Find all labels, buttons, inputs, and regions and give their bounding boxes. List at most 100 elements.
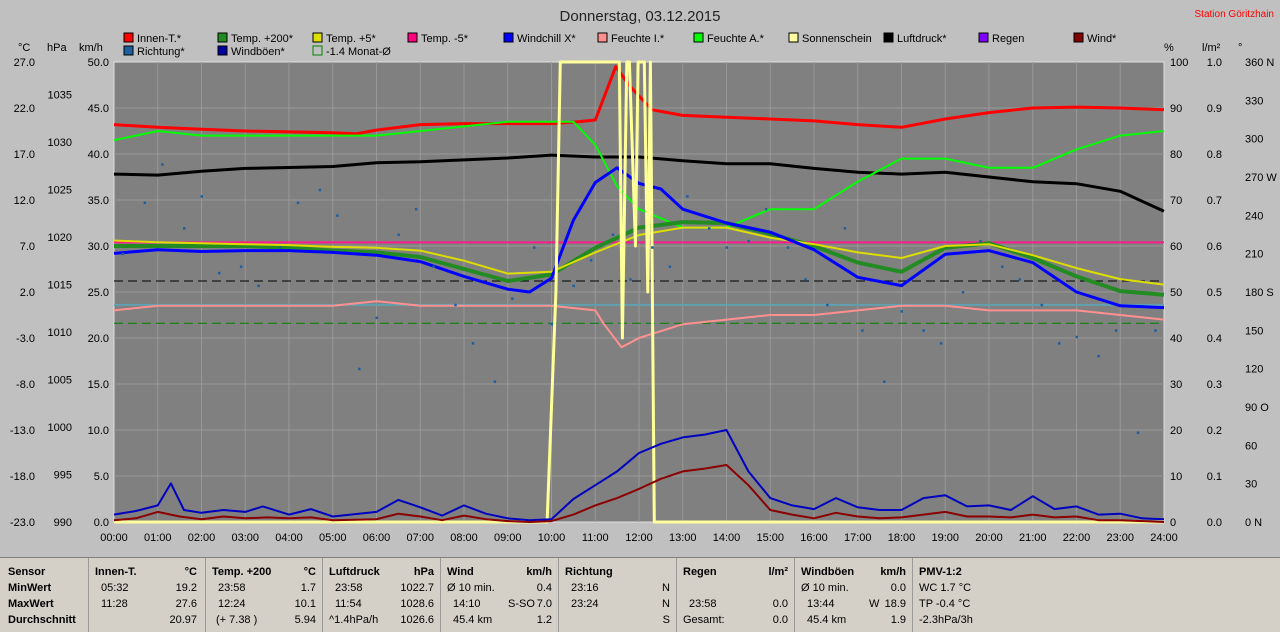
series-wind [113, 464, 1165, 523]
series-temp-5 [113, 226, 1165, 286]
direction-point [296, 201, 300, 205]
temperature-tick-label: 27.0 [14, 57, 35, 69]
legend-swatch [597, 32, 608, 43]
direction-point [1136, 431, 1140, 435]
humidity-tick-label: 80 [1170, 149, 1182, 161]
direction-tick-label: 270 W [1245, 172, 1277, 184]
direction-point [651, 246, 654, 249]
direction-point [572, 284, 575, 288]
x-tick-label: 06:00 [363, 532, 391, 544]
legend-label: Temp. +200* [231, 33, 294, 45]
legend-label: Temp. +5* [326, 33, 377, 45]
humidity-tick-label: 70 [1170, 195, 1182, 207]
direction-point [200, 195, 203, 198]
axis-labels: 00:00 01:00 02:00 03:00 04:00 05:00 06:00 07:00… [10, 57, 1277, 544]
legend-swatch [883, 32, 894, 43]
x-tick-label: 10:00 [538, 532, 566, 544]
windboeen-avg-note: 45.4 km [807, 614, 847, 626]
pressure-tick-label: 1025 [48, 184, 72, 196]
temp200-unit: °C [303, 566, 316, 578]
windboeen-max-direction: W [869, 598, 880, 610]
temperature-tick-label: -13.0 [10, 425, 35, 437]
windboeen-title: Windböen [801, 566, 855, 578]
wind-tick-label: 20.0 [88, 333, 109, 345]
wind-average: 1.2 [536, 614, 552, 626]
legend-swatch [123, 45, 134, 56]
rain-tick-label: 0.8 [1207, 149, 1222, 161]
luftdruck-title: Luftdruck [329, 566, 380, 578]
station-name: Station Göritzhain [1195, 9, 1275, 20]
statistics-panel: Sensor MinWert MaxWert Durchschnitt Inne… [0, 557, 1280, 632]
direction-point [1001, 265, 1004, 268]
legend-swatch [503, 32, 514, 43]
x-tick-label: 02:00 [188, 532, 216, 544]
temp200-average: 5.94 [294, 614, 316, 626]
stats-pmv-column: PMV-1:2 WC 1.7 °C TP -0.4 °C -2.3hPa/3h [913, 558, 1013, 632]
wind-title: Wind [447, 566, 474, 578]
temperature-tick-label: -8.0 [16, 379, 35, 391]
rain-tick-label: 0.2 [1207, 425, 1222, 437]
richtung-average: S [662, 614, 670, 626]
legend-swatch [407, 32, 418, 43]
temperature-tick-label: -18.0 [10, 471, 35, 483]
direction-point [686, 195, 689, 198]
innen-min-time: 05:32 [101, 582, 129, 594]
direction-point [804, 278, 807, 281]
wind-tick-label: 50.0 [88, 57, 109, 69]
legend-label: Windböen* [231, 46, 286, 58]
direction-point [239, 265, 243, 268]
wind-min-value: 0.4 [536, 582, 552, 594]
stats-wind-column: Wind km/h Ø 10 min. 0.4 14:10 S-SO 7.0 45.4 … [441, 558, 559, 632]
luftdruck-min-value: 1022.7 [400, 582, 434, 594]
legend: Innen-T.* Temp. +200* Temp. +5* Temp. -5* Wi… [123, 32, 1117, 58]
data-series [113, 60, 1165, 524]
direction-tick-label: 210 [1245, 249, 1263, 261]
stats-innen-column: Innen-T. °C 05:32 19.2 11:28 27.6 20.97 [89, 558, 206, 632]
legend-swatch [217, 32, 228, 43]
wind-tick-label: 40.0 [88, 149, 109, 161]
x-tick-label: 15:00 [756, 532, 784, 544]
luftdruck-unit: hPa [413, 566, 434, 578]
series-windb-en [113, 429, 1165, 522]
direction-point [257, 284, 260, 288]
luftdruck-min-time: 23:58 [335, 582, 363, 594]
pressure-tick-label: 1000 [48, 422, 72, 434]
x-tick-label: 08:00 [450, 532, 478, 544]
rain-tick-label: 0.1 [1207, 471, 1222, 483]
x-tick-label: 23:00 [1106, 532, 1134, 544]
innen-title: Innen-T. [95, 566, 137, 578]
direction-point [1040, 303, 1043, 307]
direction-point [826, 303, 829, 307]
x-tick-label: 00:00 [100, 532, 128, 544]
direction-point [1018, 278, 1022, 281]
luftdruck-max-time: 11:54 [335, 598, 362, 610]
x-tick-label: 20:00 [975, 532, 1003, 544]
rain-tick-label: 0.5 [1207, 287, 1222, 299]
unit-celsius: °C [18, 42, 30, 54]
innen-unit: °C [184, 566, 197, 578]
regen-total-label: Gesamt: [683, 614, 725, 626]
richtung-min-value: N [662, 582, 670, 594]
stats-richtung-column: Richtung 23:16 N 23:24 N S [559, 558, 677, 632]
pmv-pressure-trend: -2.3hPa/3h [919, 614, 973, 626]
legend-label: Windchill X* [517, 33, 576, 45]
wind-max-time: 14:10 [453, 598, 481, 610]
wind-tick-label: 25.0 [88, 287, 109, 299]
direction-point [454, 303, 457, 307]
x-tick-label: 14:00 [713, 532, 741, 544]
direction-point [358, 367, 361, 371]
x-tick-label: 12:00 [625, 532, 653, 544]
direction-point [1075, 335, 1078, 339]
wind-tick-label: 5.0 [94, 471, 109, 483]
direction-tick-label: 0 N [1245, 517, 1262, 529]
legend-label: Sonnenschein [802, 33, 872, 45]
humidity-tick-label: 60 [1170, 241, 1182, 253]
wind-max-direction: S-SO [508, 598, 535, 610]
humidity-tick-label: 20 [1170, 425, 1182, 437]
pressure-tick-label: 990 [54, 517, 72, 529]
innen-min-value: 19.2 [175, 582, 197, 594]
direction-point [979, 239, 982, 243]
x-tick-label: 18:00 [888, 532, 916, 544]
stats-labels-column: Sensor MinWert MaxWert Durchschnitt [0, 558, 89, 632]
x-tick-label: 24:00 [1150, 532, 1178, 544]
